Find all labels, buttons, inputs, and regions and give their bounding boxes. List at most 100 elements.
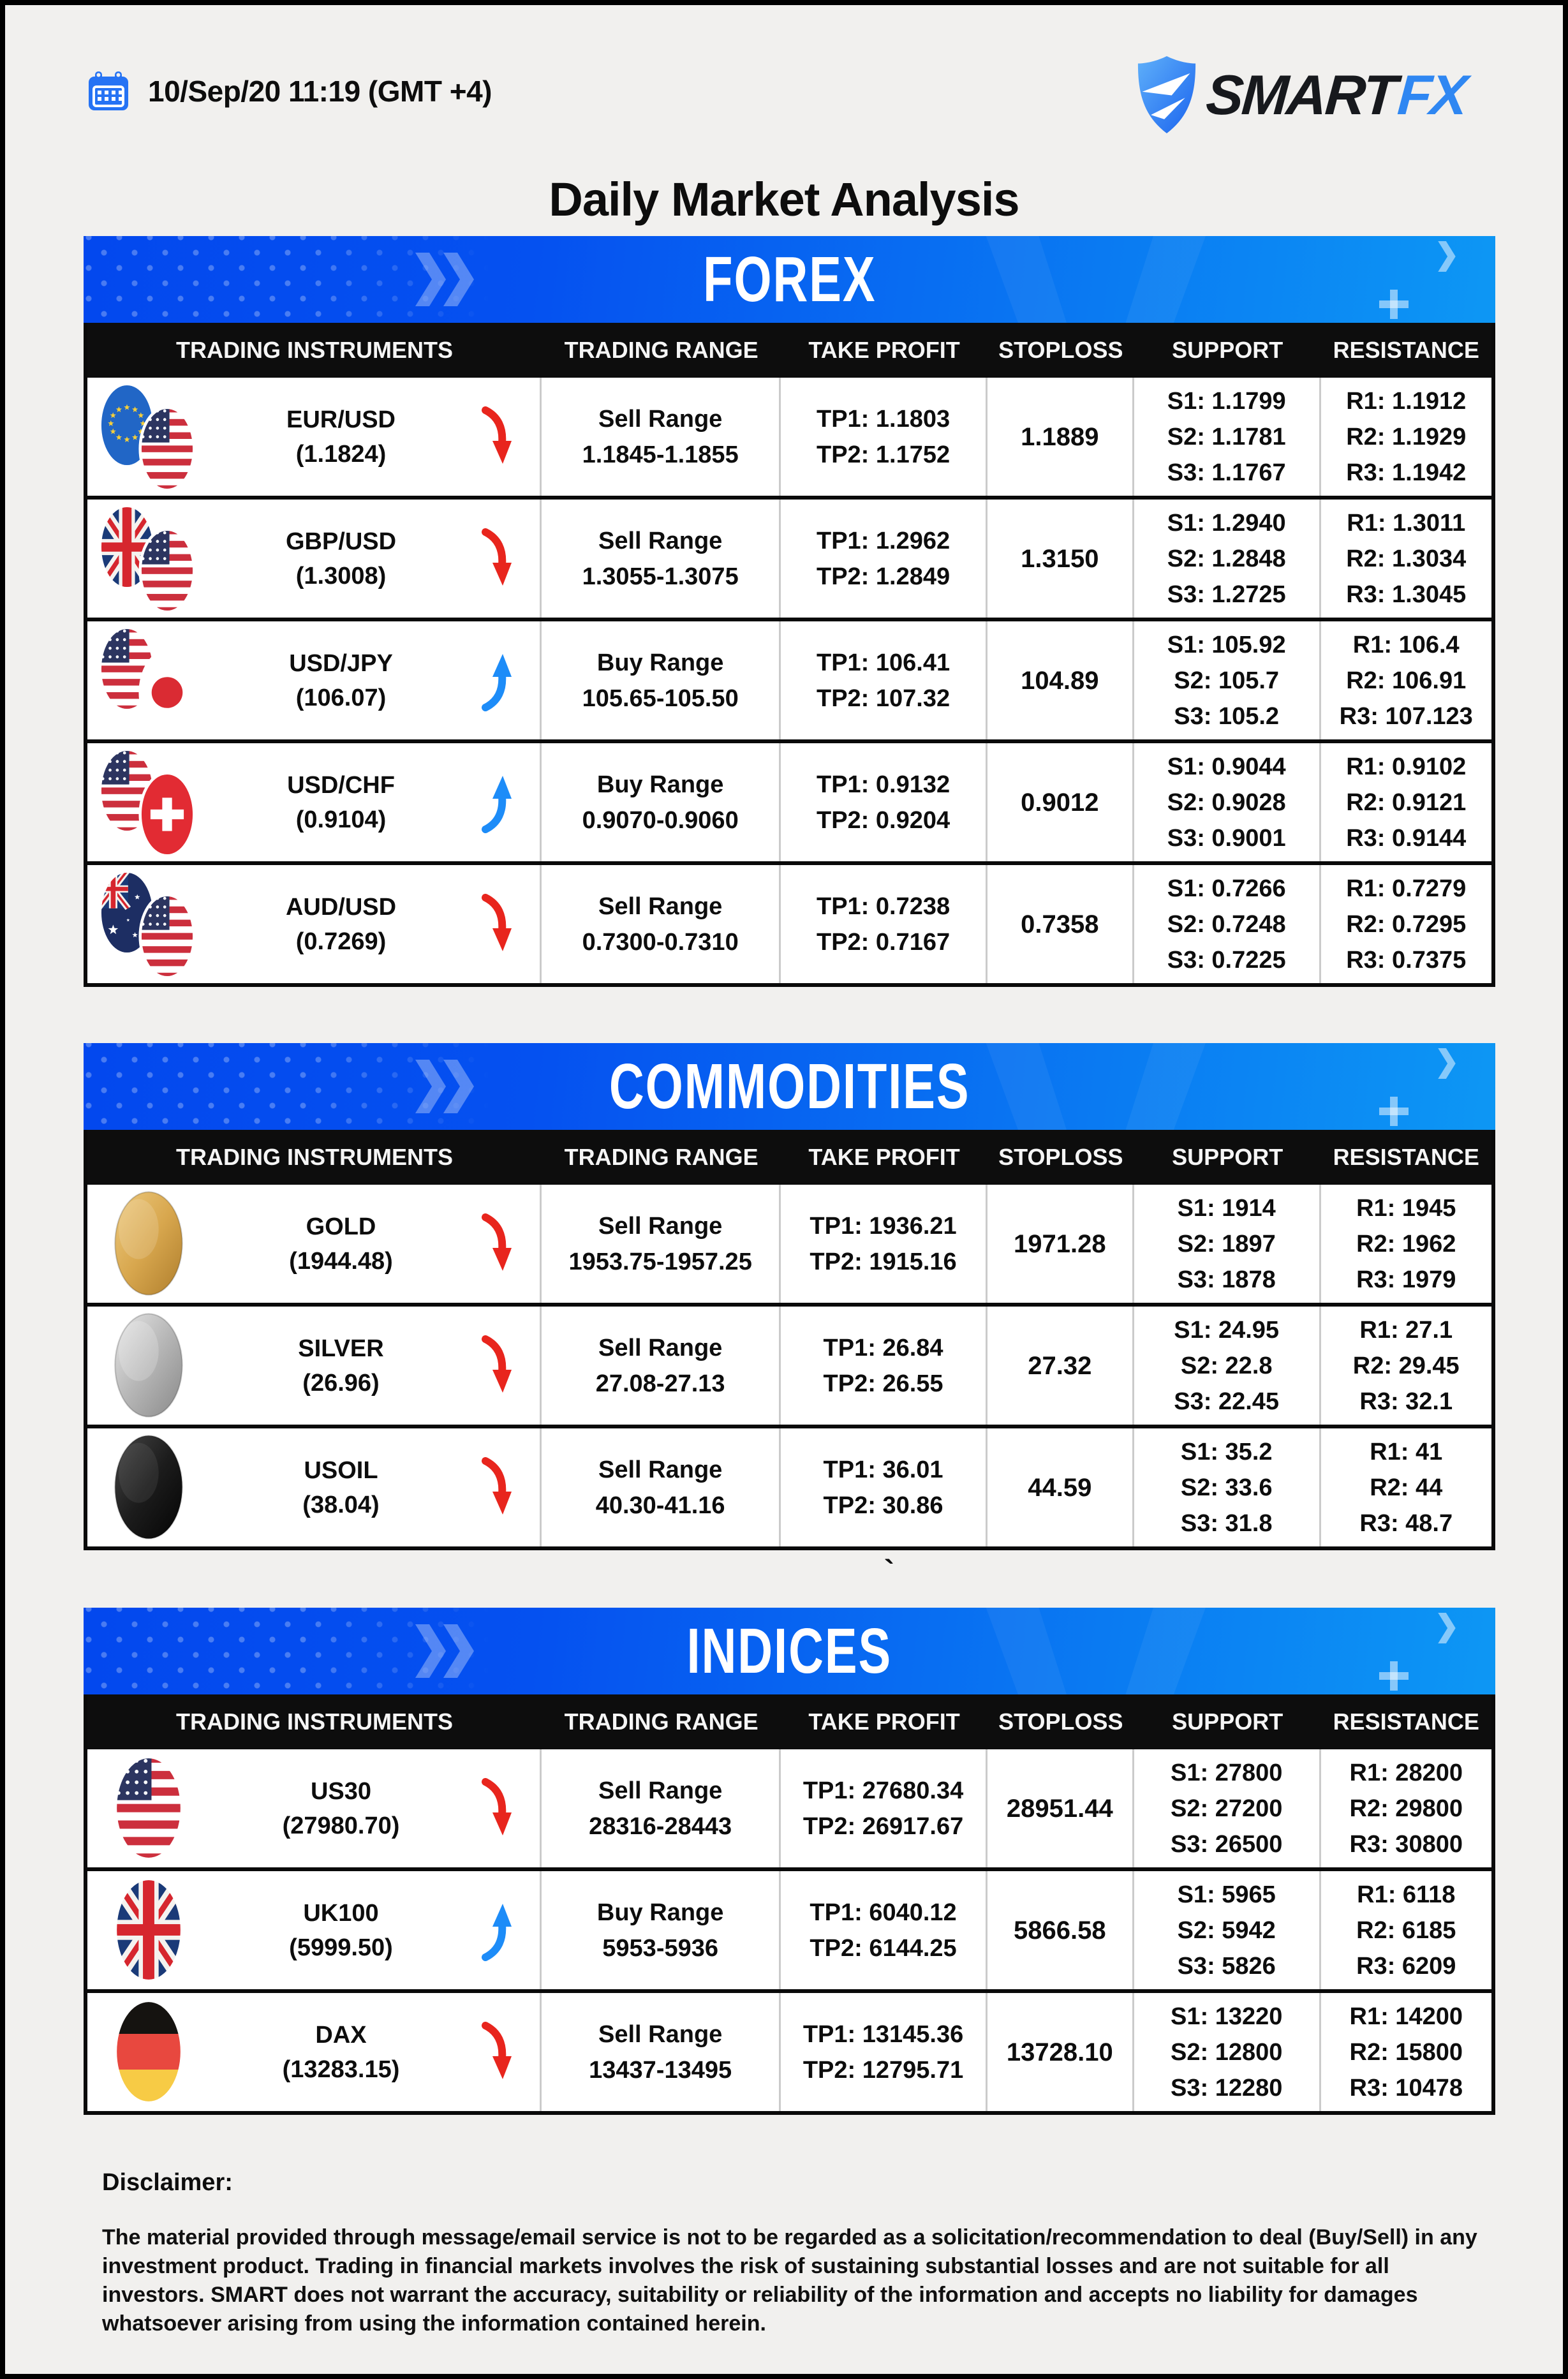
column-header: SUPPORT xyxy=(1172,1144,1283,1170)
instrument-name: US30 xyxy=(310,1777,372,1805)
cell-line: TP2: 0.9204 xyxy=(816,806,950,834)
down-arrow-icon xyxy=(476,1213,521,1275)
support-cell: S1: 27800 S2: 27200 S3: 26500 xyxy=(1134,1749,1321,1867)
cell-line: S3: 0.9001 xyxy=(1167,824,1286,852)
take-profit-cell: TP1: 1.2962 TP2: 1.2849 xyxy=(781,500,987,618)
support-cell: S1: 24.95 S2: 22.8 S3: 22.45 xyxy=(1134,1307,1321,1425)
stoploss-cell: 5866.58 xyxy=(987,1871,1134,1989)
cell-line: R1: 27.1 xyxy=(1359,1316,1453,1344)
instrument-price: (1.1824) xyxy=(295,440,387,468)
cell-line: 27.08-27.13 xyxy=(595,1370,725,1397)
cell-line: R1: 1.1912 xyxy=(1346,387,1467,415)
cell-line: 28951.44 xyxy=(1006,1794,1113,1823)
date-text: 10/Sep/20 11:19 (GMT +4) xyxy=(148,75,492,108)
take-profit-cell: TP1: 26.84 TP2: 26.55 xyxy=(781,1307,987,1425)
cell-line: S1: 35.2 xyxy=(1180,1438,1273,1465)
cell-line: TP1: 13145.36 xyxy=(802,2020,964,2048)
section-title: COMMODITIES xyxy=(609,1050,970,1122)
support-cell: S1: 1.1799 S2: 1.1781 S3: 1.1767 xyxy=(1134,378,1321,496)
cell-line: 1.1889 xyxy=(1021,422,1099,451)
table-row: SILVER (26.96) Sell Range 27.08-27.13 TP1… xyxy=(87,1303,1491,1425)
cell-line: R2: 0.7295 xyxy=(1346,910,1467,938)
instrument-cell: AUD/USD (0.7269) xyxy=(87,865,542,983)
table-body: US30 (27980.70) Sell Range 28316-28443 TP… xyxy=(87,1749,1491,2111)
trading-range-cell: Sell Range 1.1845-1.1855 xyxy=(542,378,781,496)
cell-line: TP1: 1.1803 xyxy=(816,405,950,433)
right-chevron-icon xyxy=(1438,1048,1456,1079)
cell-line: Sell Range xyxy=(598,1212,723,1240)
instrument-price: (5999.50) xyxy=(289,1934,393,1961)
right-chevron-icon xyxy=(1438,1613,1456,1643)
column-header: STOPLOSS xyxy=(998,1708,1123,1735)
cell-line: R3: 10478 xyxy=(1349,2074,1463,2101)
stoploss-cell: 0.7358 xyxy=(987,865,1134,983)
tables: V FOREX TRADING INSTRUMENTS TRADING RANGE… xyxy=(84,236,1495,2115)
plus-icon xyxy=(1379,290,1409,319)
support-cell: S1: 1914 S2: 1897 S3: 1878 xyxy=(1134,1185,1321,1303)
instrument-cell: DAX (13283.15) xyxy=(87,1993,542,2111)
cell-line: S2: 105.7 xyxy=(1174,667,1280,694)
support-cell: S1: 5965 S2: 5942 S3: 5826 xyxy=(1134,1871,1321,1989)
cell-line: TP2: 30.86 xyxy=(823,1492,943,1519)
cell-line: Sell Range xyxy=(598,2020,723,2048)
cell-line: S1: 1.2940 xyxy=(1167,509,1286,537)
stoploss-cell: 104.89 xyxy=(987,621,1134,739)
instrument-name-block: GBP/USD (1.3008) xyxy=(206,524,476,593)
column-header: TRADING INSTRUMENTS xyxy=(176,1708,453,1735)
cell-line: 104.89 xyxy=(1021,666,1099,695)
resistance-cell: R1: 14200 R2: 15800 R3: 10478 xyxy=(1321,1993,1491,2111)
column-header: TRADING RANGE xyxy=(564,337,758,363)
plus-icon xyxy=(1379,1661,1409,1691)
table-row: GBP/USD (1.3008) Sell Range 1.3055-1.3075… xyxy=(87,496,1491,618)
instrument-price: (27980.70) xyxy=(282,1812,400,1839)
section-forex: V FOREX TRADING INSTRUMENTS TRADING RANGE… xyxy=(84,236,1495,987)
down-arrow-icon xyxy=(476,1777,521,1839)
trading-range-cell: Sell Range 1953.75-1957.25 xyxy=(542,1185,781,1303)
cell-line: 1.3150 xyxy=(1021,544,1099,573)
instrument-name: GBP/USD xyxy=(285,528,397,555)
column-header: TRADING INSTRUMENTS xyxy=(176,1144,453,1170)
instrument-cell: SILVER (26.96) xyxy=(87,1307,542,1425)
instrument-icon xyxy=(96,746,206,859)
double-chevron-icon xyxy=(415,1624,474,1678)
trading-range-cell: Sell Range 28316-28443 xyxy=(542,1749,781,1867)
cell-line: R2: 29800 xyxy=(1349,1795,1463,1822)
up-arrow-icon xyxy=(476,772,521,833)
cell-line: TP1: 26.84 xyxy=(823,1334,943,1361)
cell-line: TP1: 1936.21 xyxy=(810,1212,957,1240)
cell-line: S2: 5942 xyxy=(1177,1916,1276,1944)
plus-icon xyxy=(1379,1097,1409,1126)
down-arrow-icon xyxy=(476,1456,521,1518)
take-profit-cell: TP1: 13145.36 TP2: 12795.71 xyxy=(781,1993,987,2111)
instrument-name-block: USOIL (38.04) xyxy=(206,1453,476,1522)
resistance-cell: R1: 1945 R2: 1962 R3: 1979 xyxy=(1321,1185,1491,1303)
instrument-icon xyxy=(96,1431,206,1545)
column-header: TRADING INSTRUMENTS xyxy=(176,337,453,363)
take-profit-cell: TP1: 106.41 TP2: 107.32 xyxy=(781,621,987,739)
table: TRADING INSTRUMENTS TRADING RANGE TAKE PRO… xyxy=(84,1130,1495,1550)
header-row: TRADING INSTRUMENTS TRADING RANGE TAKE PRO… xyxy=(87,1130,1491,1185)
stoploss-cell: 1971.28 xyxy=(987,1185,1134,1303)
cell-line: S3: 5826 xyxy=(1177,1952,1276,1980)
instrument-cell: USD/CHF (0.9104) xyxy=(87,743,542,861)
column-header: RESISTANCE xyxy=(1333,1708,1479,1735)
instrument-name-block: USD/JPY (106.07) xyxy=(206,646,476,715)
section-commodities: V COMMODITIES TRADING INSTRUMENTSTRADING… xyxy=(84,1043,1495,1550)
table-row: AUD/USD (0.7269) Sell Range 0.7300-0.7310… xyxy=(87,861,1491,983)
instrument-name: GOLD xyxy=(306,1213,376,1240)
cell-line: S2: 1.1781 xyxy=(1167,423,1286,450)
stoploss-cell: 27.32 xyxy=(987,1307,1134,1425)
down-arrow-icon xyxy=(476,1335,521,1397)
cell-line: Sell Range xyxy=(598,893,723,920)
trading-range-cell: Sell Range 27.08-27.13 xyxy=(542,1307,781,1425)
resistance-cell: R1: 1.1912 R2: 1.1929 R3: 1.1942 xyxy=(1321,378,1491,496)
cell-line: S2: 1897 xyxy=(1177,1230,1276,1257)
v-watermark: V xyxy=(977,1043,1215,1130)
cell-line: R2: 29.45 xyxy=(1352,1352,1460,1379)
table-row: GOLD (1944.48) Sell Range 1953.75-1957.25… xyxy=(87,1185,1491,1303)
cell-line: 13728.10 xyxy=(1006,2038,1113,2066)
instrument-icon xyxy=(96,1752,206,1865)
instrument-icon xyxy=(96,1874,206,1987)
cell-line: S3: 26500 xyxy=(1171,1830,1283,1858)
